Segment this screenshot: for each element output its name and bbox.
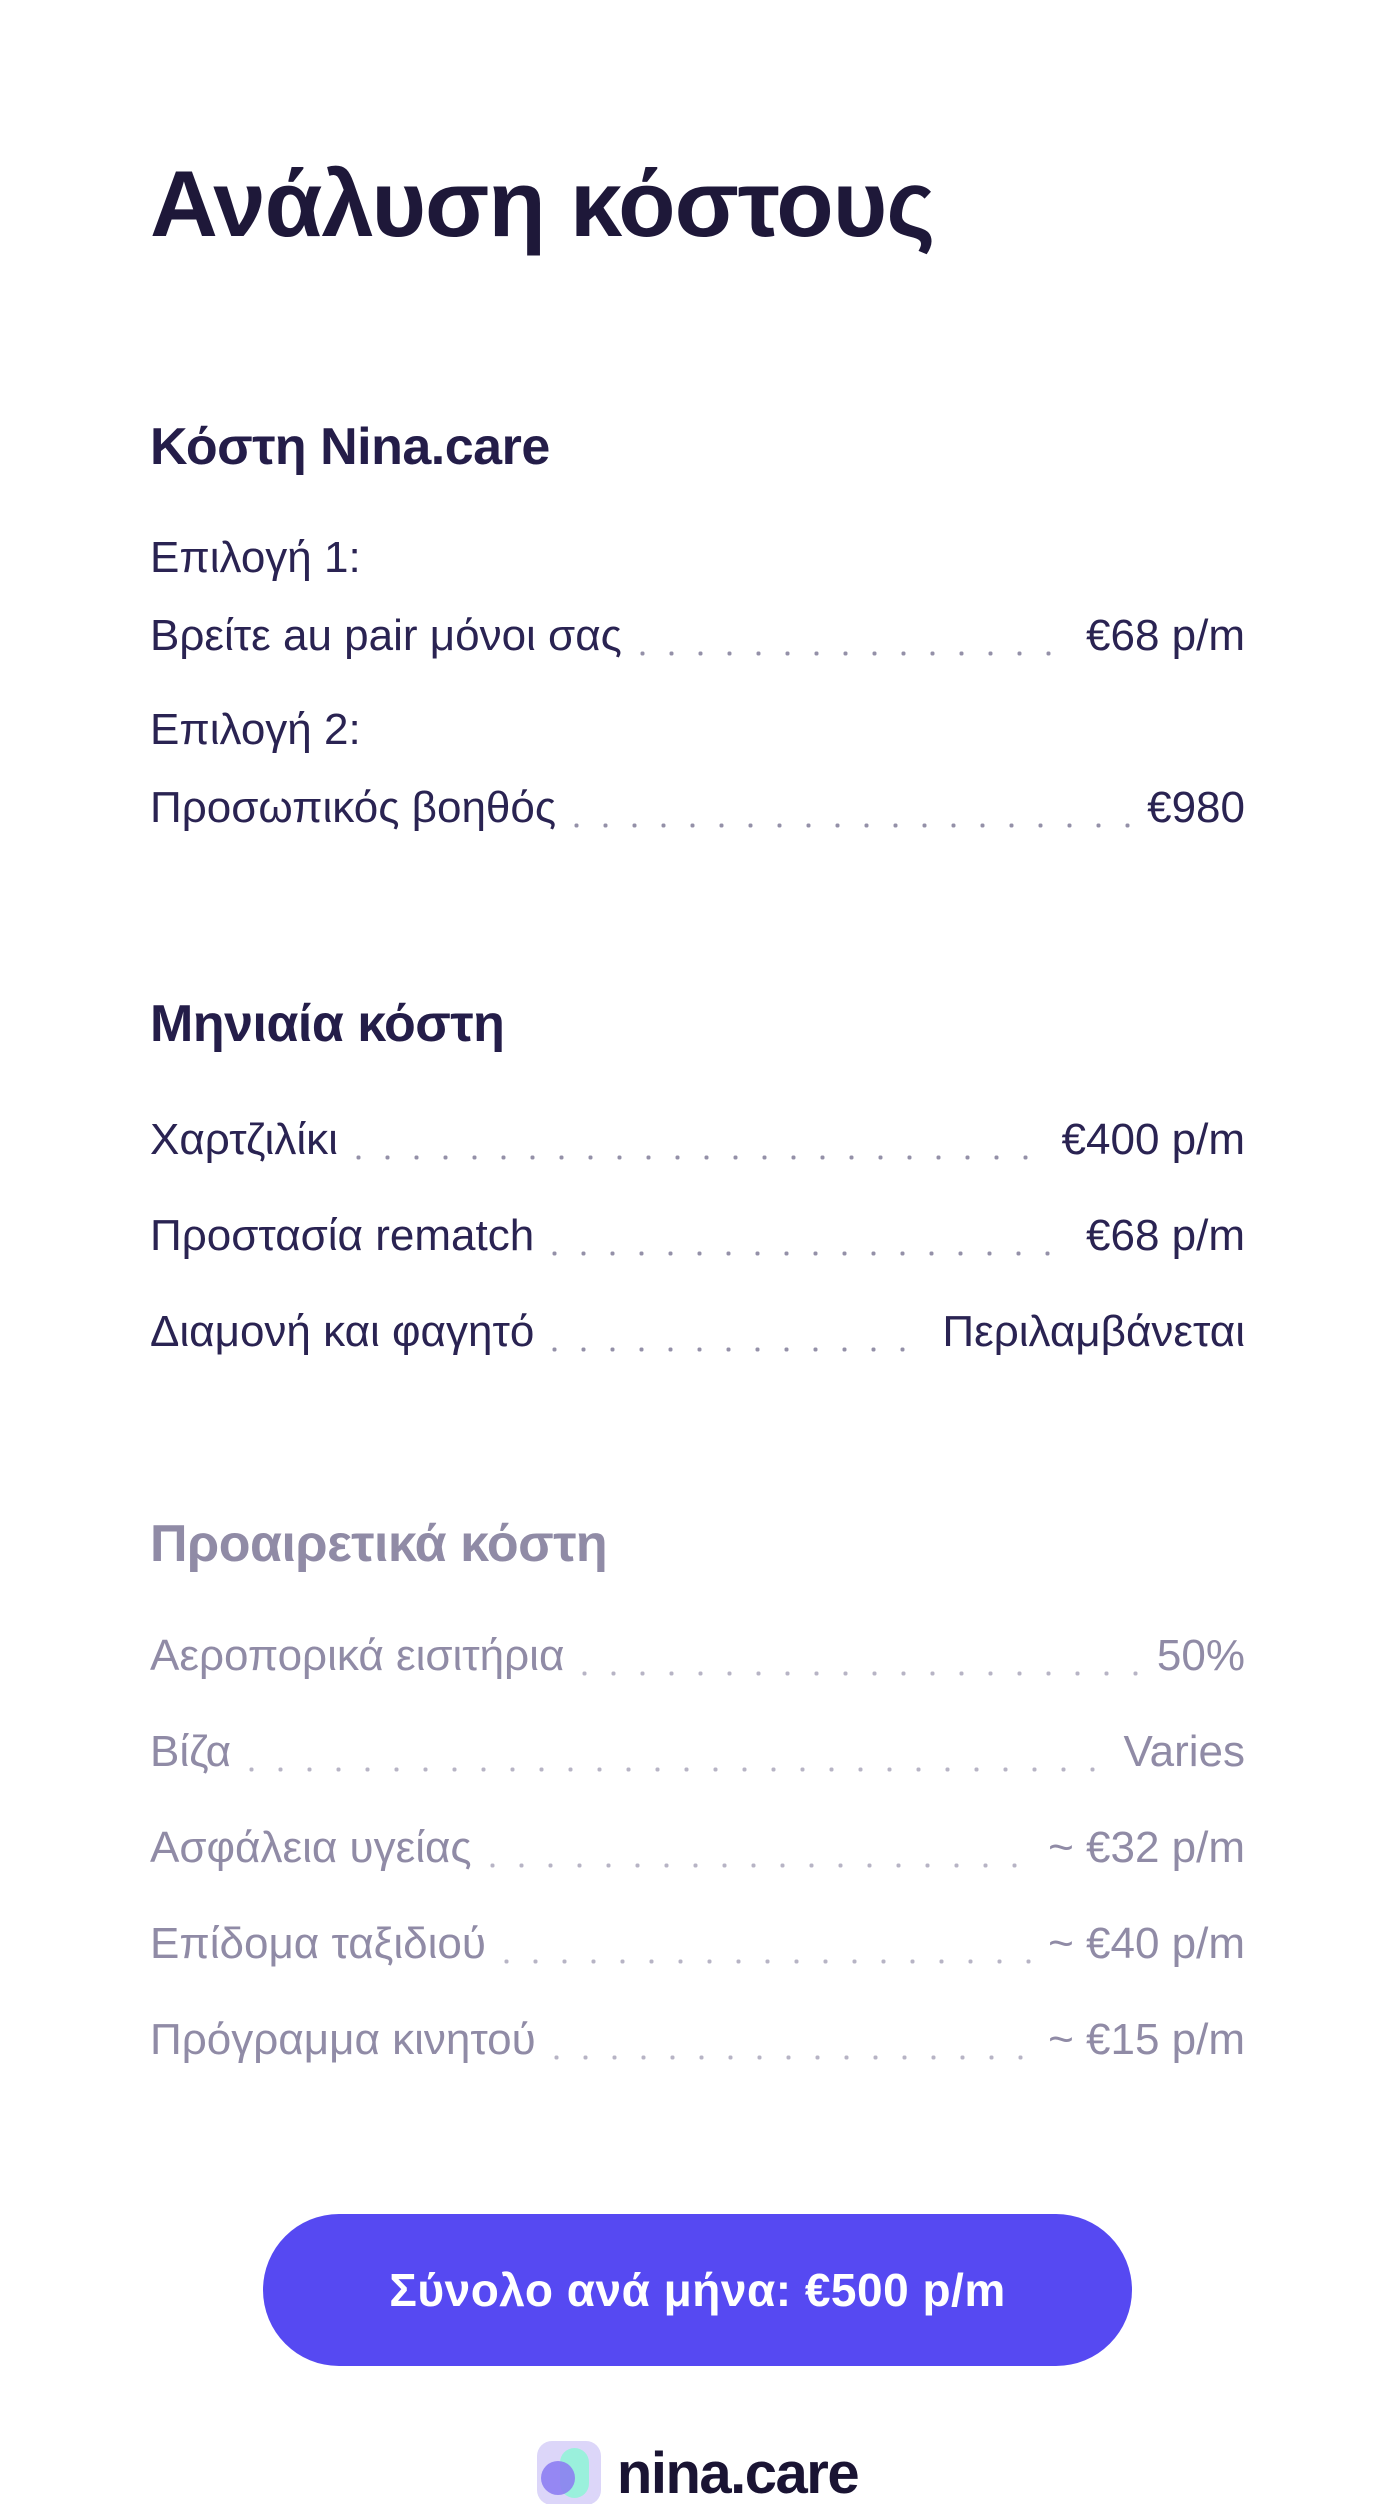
section-optional-costs: Προαιρετικά κόστη Αεροπορικά εισιτήρια 5… — [150, 1513, 1245, 2067]
cost-value: ~ €40 p/m — [1048, 1918, 1245, 1968]
cost-value: €68 p/m — [1086, 610, 1245, 660]
dotted-leader — [582, 1627, 1141, 1683]
dotted-leader — [489, 1819, 1033, 1875]
brand-footer: nina.care — [150, 2440, 1245, 2504]
cost-value: Περιλαμβάνεται — [942, 1306, 1245, 1356]
section-nina-costs: Κόστη Nina.care Επιλογή 1: Βρείτε au pai… — [150, 416, 1245, 835]
section-heading-nina-costs: Κόστη Nina.care — [150, 417, 550, 476]
cost-row: Χαρτζιλίκι €400 p/m — [150, 1111, 1245, 1167]
dotted-leader — [355, 1111, 1046, 1167]
cost-label: Προστασία rematch — [150, 1210, 535, 1260]
page-title: Ανάλυση κόστους — [150, 151, 935, 256]
cost-value: €980 — [1147, 782, 1245, 832]
cost-label: Ασφάλεια υγείας — [150, 1822, 472, 1872]
cost-value: 50% — [1156, 1630, 1245, 1680]
cost-value: €400 p/m — [1061, 1114, 1245, 1164]
nina-care-logo-icon — [536, 2441, 601, 2504]
section-heading-optional-costs: Προαιρετικά κόστη — [150, 1514, 608, 1573]
total-per-month-button[interactable]: Σύνολο ανά μήνα: €500 p/m — [263, 2213, 1132, 2366]
cost-value: ~ €15 p/m — [1048, 2014, 1245, 2064]
cost-label: Επίδομα ταξιδιού — [150, 1918, 486, 1968]
dotted-leader — [639, 607, 1071, 663]
cost-row: Προσωπικός βοηθός €980 — [150, 779, 1245, 835]
cost-option-1: Επιλογή 1: Βρείτε au pair μόνοι σας €68 … — [150, 530, 1245, 663]
dotted-leader — [552, 1303, 927, 1359]
cost-row: Προστασία rematch €68 p/m — [150, 1207, 1245, 1263]
cost-row: Βρείτε au pair μόνοι σας €68 p/m — [150, 607, 1245, 663]
cost-value: Varies — [1123, 1726, 1245, 1776]
dotted-leader — [553, 2011, 1033, 2067]
cost-option-2: Επιλογή 2: Προσωπικός βοηθός €980 — [150, 702, 1245, 835]
cost-row: Πρόγραμμα κινητού ~ €15 p/m — [150, 2011, 1245, 2067]
brand-wordmark: nina.care — [616, 2440, 860, 2504]
cost-label: Βίζα — [150, 1726, 232, 1776]
option-prefix: Επιλογή 2: — [150, 704, 361, 754]
section-monthly-costs: Μηνιαία κόστη Χαρτζιλίκι €400 p/m Προστα… — [150, 993, 1245, 1359]
cost-row: Διαμονή και φαγητό Περιλαμβάνεται — [150, 1303, 1245, 1359]
cost-label: Αεροπορικά εισιτήρια — [150, 1630, 565, 1680]
option-prefix: Επιλογή 1: — [150, 532, 361, 582]
cost-label: Χαρτζιλίκι — [150, 1114, 338, 1164]
cost-label: Πρόγραμμα κινητού — [150, 2014, 536, 2064]
cost-value: ~ €32 p/m — [1048, 1822, 1245, 1872]
cost-row: Βίζα Varies — [150, 1723, 1245, 1779]
cost-label: Διαμονή και φαγητό — [150, 1306, 535, 1356]
cost-row: Αεροπορικά εισιτήρια 50% — [150, 1627, 1245, 1683]
cost-label: Βρείτε au pair μόνοι σας — [150, 610, 622, 660]
dotted-leader — [574, 779, 1132, 835]
dotted-leader — [249, 1723, 1108, 1779]
dotted-leader — [503, 1915, 1033, 1971]
cost-row: Επίδομα ταξιδιού ~ €40 p/m — [150, 1915, 1245, 1971]
cost-label: Προσωπικός βοηθός — [150, 782, 557, 832]
dotted-leader — [552, 1207, 1071, 1263]
cost-value: €68 p/m — [1086, 1210, 1245, 1260]
cost-row: Ασφάλεια υγείας ~ €32 p/m — [150, 1819, 1245, 1875]
section-heading-monthly-costs: Μηνιαία κόστη — [150, 994, 505, 1053]
